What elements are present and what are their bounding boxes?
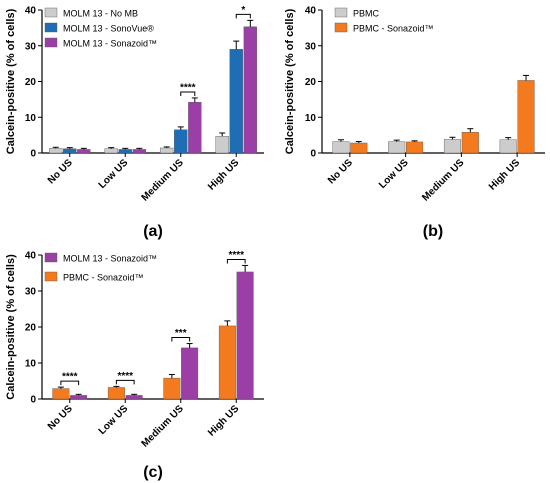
bar: [174, 129, 188, 154]
chart-panel-c: 0 10 20 30 40 Calcein-positive (% of cells) No…: [5, 250, 264, 481]
y-tick-label: 0: [30, 149, 36, 160]
chart-panel-a: 0 10 20 30 40 Calcein-positive (% of cells) No…: [5, 5, 264, 240]
significance-label: ****: [228, 250, 244, 261]
legend-label: MOLM 13 - Sonazoid™: [63, 254, 157, 264]
bar: [350, 142, 368, 154]
legend-swatch: [44, 271, 58, 282]
bar: [388, 141, 406, 154]
legend-label: PBMC: [353, 9, 380, 19]
significance-label: *: [241, 5, 245, 16]
x-tick-label: Medium US: [140, 403, 187, 450]
y-axis-title: Calcein-positive (% of cells): [5, 8, 17, 154]
x-tick-label: Medium US: [140, 157, 187, 204]
y-tick-label: 10: [305, 113, 317, 124]
legend-label: MOLM 13 - SonoVue®: [63, 24, 154, 34]
x-tick-label: Low US: [97, 403, 131, 437]
y-tick-label: 30: [25, 287, 37, 298]
y-tick-label: 10: [25, 113, 37, 124]
significance-bracket: [180, 91, 196, 96]
bar: [406, 141, 424, 154]
bar: [215, 135, 229, 154]
significance-label: ****: [117, 371, 133, 382]
x-tick-label: High US: [206, 403, 242, 439]
bar: [107, 387, 125, 400]
chart-panel-b: 0 10 20 30 40 Calcein-positive (% of cells) No…: [284, 6, 545, 240]
bar: [132, 149, 146, 154]
bar: [499, 139, 517, 154]
y-axis-title: Calcein-positive (% of cells): [284, 8, 296, 154]
legend-swatch: [334, 7, 348, 18]
y-tick-label: 0: [30, 395, 36, 406]
y-tick-label: 30: [305, 41, 317, 52]
legend-swatch: [334, 22, 348, 33]
legend-swatch: [44, 22, 58, 33]
panel-label: (a): [143, 223, 163, 240]
bar: [160, 147, 174, 154]
bar: [517, 80, 535, 154]
significance-label: ****: [180, 82, 196, 93]
bar: [163, 377, 181, 400]
significance-bracket: [235, 13, 251, 19]
x-tick-label: Low US: [377, 157, 411, 191]
legend-label: MOLM 13 - Sonazoid™: [63, 39, 157, 49]
significance-label: ***: [175, 328, 187, 339]
bar: [63, 148, 77, 154]
bar: [70, 395, 88, 400]
legend-label: MOLM 13 - No MB: [63, 9, 138, 19]
x-tick-label: Medium US: [420, 157, 467, 204]
bar: [188, 102, 202, 154]
bar: [125, 395, 143, 400]
legend-swatch: [44, 7, 58, 18]
significance-bracket: [226, 258, 246, 264]
x-tick-label: High US: [206, 157, 242, 193]
bar: [229, 49, 243, 154]
panel-label: (c): [143, 464, 163, 481]
bar: [443, 139, 461, 154]
y-tick-label: 40: [25, 251, 37, 262]
y-tick-label: 20: [25, 323, 37, 334]
significance-label: ****: [62, 372, 78, 383]
x-tick-label: No US: [46, 157, 75, 186]
significance-bracket: [171, 337, 191, 342]
bar: [461, 132, 479, 154]
bar: [52, 388, 70, 400]
legend-label: PBMC - Sonazoid™: [353, 24, 434, 34]
bar: [181, 347, 199, 400]
x-tick-label: No US: [46, 403, 75, 432]
y-tick-label: 10: [25, 359, 37, 370]
bar: [118, 149, 132, 154]
bar: [236, 271, 254, 400]
bar: [77, 149, 91, 154]
x-tick-label: Low US: [97, 157, 131, 191]
bar: [243, 26, 257, 154]
panel-label: (b): [423, 223, 443, 240]
x-tick-label: High US: [487, 157, 523, 193]
bar: [49, 148, 63, 154]
bar: [332, 141, 350, 154]
y-tick-label: 0: [310, 149, 316, 160]
bar: [218, 325, 236, 400]
y-tick-label: 40: [305, 6, 317, 17]
x-tick-label: No US: [326, 157, 355, 186]
y-tick-label: 20: [25, 77, 37, 88]
bar: [104, 148, 118, 154]
y-tick-label: 20: [305, 77, 317, 88]
legend-label: PBMC - Sonazoid™: [63, 273, 144, 283]
legend-swatch: [44, 37, 58, 48]
y-axis-title: Calcein-positive (% of cells): [5, 254, 17, 400]
y-tick-label: 30: [25, 41, 37, 52]
legend-swatch: [44, 252, 58, 263]
y-tick-label: 40: [25, 6, 37, 17]
significance-bracket: [60, 380, 80, 386]
significance-bracket: [115, 379, 135, 385]
